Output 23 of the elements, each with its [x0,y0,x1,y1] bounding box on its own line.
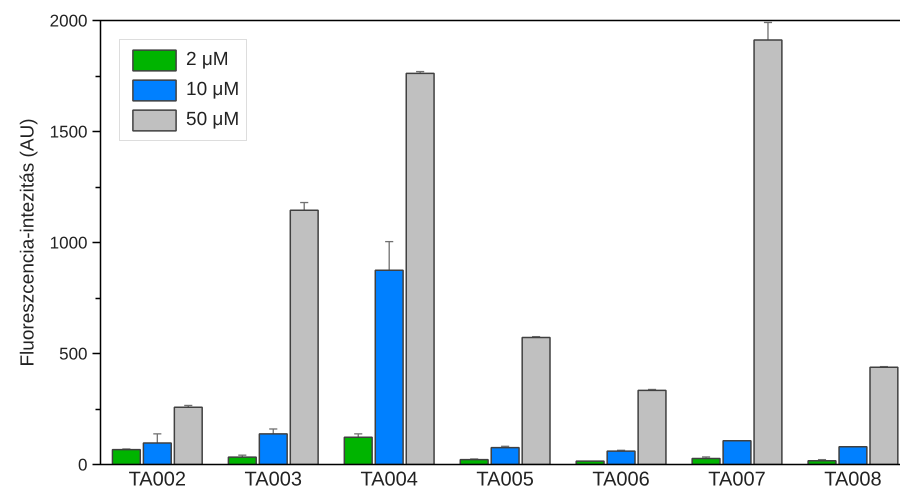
y-tick-label: 1500 [50,122,88,142]
x-tick-label: TA006 [592,468,650,490]
y-tick-label: 1000 [50,234,88,252]
y-axis-title: Fluoreszcencia-intezitás (AU) [18,118,39,367]
y-tick-label: 0 [78,456,88,474]
x-tick-label: TA007 [708,468,766,490]
x-tick-label: TA005 [476,468,534,490]
legend-label: 50 μM [186,109,240,131]
x-tick-label: TA004 [360,468,418,490]
bar [838,446,868,464]
bar [869,366,899,464]
y-tick-label: 2000 [50,12,88,30]
bar [722,440,752,464]
legend-label: 10 μM [186,79,240,101]
bar [637,390,667,464]
x-tick-label: TA003 [244,468,302,490]
legend-label: 2 μM [186,49,229,71]
y-tick-label: 500 [59,344,88,364]
bar [753,39,783,464]
x-tick-label: TA002 [128,468,186,490]
bar [691,458,721,464]
x-tick-label: TA008 [824,468,882,490]
bar [807,460,837,464]
